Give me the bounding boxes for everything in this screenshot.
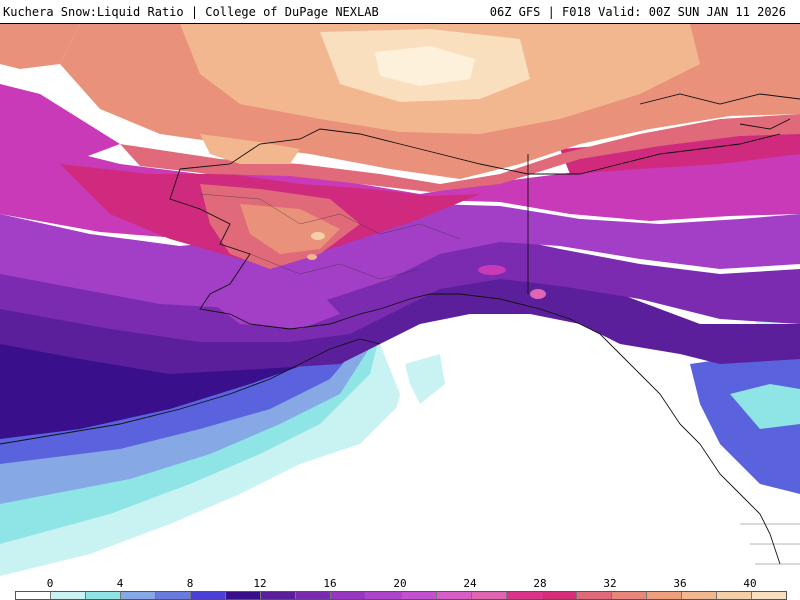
colorbar-label: 4 (116, 577, 124, 590)
coastline-south (289, 293, 681, 425)
colorbar-swatch (86, 592, 122, 599)
colorbar-label: 0 (46, 577, 54, 590)
map-canvas (0, 24, 800, 576)
field-violet (0, 204, 800, 309)
field-magenta-west (0, 84, 120, 159)
field-spot-pink (530, 289, 546, 299)
coastline-west (169, 168, 291, 330)
colorbar-label: 36 (673, 577, 687, 590)
colorbar-swatch (576, 592, 612, 599)
colorbar-label: 16 (323, 577, 337, 590)
colorbar: 0 4 8 12 16 20 24 28 32 36 40 (0, 576, 800, 600)
colorbar-swatch (541, 592, 577, 599)
colorbar-swatch (226, 592, 262, 599)
field-spot-yellow (311, 232, 325, 240)
colorbar-swatch (471, 592, 507, 599)
field-purple (0, 224, 800, 342)
coastline-arctic (179, 128, 781, 175)
colorbar-swatch (121, 592, 157, 599)
colorbar-swatch (646, 592, 682, 599)
colorbar-label: 32 (603, 577, 617, 590)
colorbar-swatch (16, 592, 52, 599)
arctic-islands (639, 93, 800, 105)
coastlines (0, 93, 800, 565)
colorbar-swatch (331, 592, 367, 599)
colorbar-swatch (751, 592, 787, 599)
field-spot-peach (307, 254, 317, 260)
colorbar-swatch (156, 592, 192, 599)
field-salmon-interior (240, 204, 340, 254)
colorbar-swatch (51, 592, 87, 599)
field-spot-magenta (478, 265, 506, 275)
colorbar-label: 28 (533, 577, 547, 590)
colorbar-swatch (366, 592, 402, 599)
colorbar-label: 8 (186, 577, 194, 590)
gulf-of-alaska (200, 314, 800, 576)
colorbar-swatch (506, 592, 542, 599)
colorbar-swatch (716, 592, 752, 599)
aleutian-chain (0, 338, 381, 445)
colorbar-swatch (296, 592, 332, 599)
colorbar-swatch (436, 592, 472, 599)
internal-borders (199, 193, 800, 565)
colorbar-labels: 0 4 8 12 16 20 24 28 32 36 40 (0, 576, 800, 590)
field-peach-2 (200, 134, 300, 164)
colorbar-swatch (261, 592, 297, 599)
colorbar-swatch (401, 592, 437, 599)
colorbar-swatches (15, 591, 787, 600)
field-pink-southeast (560, 132, 800, 174)
colorbar-swatch (191, 592, 227, 599)
map-header: Kuchera Snow:Liquid Ratio | College of D… (0, 0, 800, 24)
colorbar-swatch (611, 592, 647, 599)
model-run-label: 06Z GFS | F018 Valid: 00Z SUN JAN 11 202… (489, 5, 786, 19)
field-cream-core (375, 46, 475, 86)
colorbar-label: 40 (743, 577, 757, 590)
colorbar-label: 12 (253, 577, 267, 590)
colorbar-label: 20 (393, 577, 407, 590)
bc-coast (679, 423, 781, 565)
field-violet-gulf (200, 292, 340, 329)
arctic-islands-2 (739, 118, 791, 130)
colorbar-label: 24 (463, 577, 477, 590)
gulf-cyan-patch (405, 354, 445, 404)
map-title: Kuchera Snow:Liquid Ratio | College of D… (3, 5, 379, 19)
field-rose (120, 114, 800, 192)
field-salmon-northwest (0, 24, 80, 69)
field-cyan-east-2 (730, 384, 800, 429)
colorbar-swatch (681, 592, 717, 599)
snow-ratio-map (0, 24, 800, 576)
